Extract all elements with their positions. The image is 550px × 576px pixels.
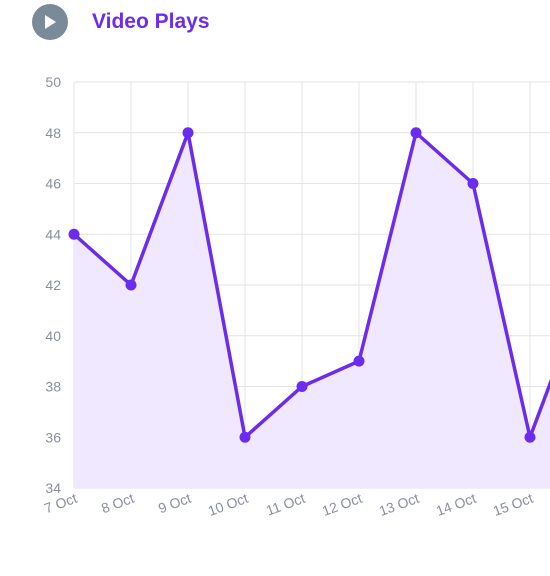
x-tick-label: 13 Oct	[377, 490, 421, 519]
data-point	[353, 355, 365, 367]
series-area	[74, 132, 550, 488]
x-tick-label: 8 Oct	[99, 490, 136, 517]
y-tick-label: 44	[45, 226, 61, 242]
data-point	[182, 127, 194, 139]
data-point	[125, 279, 137, 291]
data-point	[239, 431, 251, 443]
x-tick-label: 10 Oct	[206, 490, 250, 519]
x-tick-label: 16 Oct	[548, 490, 550, 519]
data-point	[524, 431, 536, 443]
y-tick-label: 46	[45, 176, 61, 192]
x-tick-label: 14 Oct	[434, 490, 478, 519]
series-line	[72, 131, 550, 439]
y-tick-label: 40	[45, 328, 61, 344]
data-point	[296, 381, 308, 392]
data-point	[467, 178, 479, 189]
x-tick-label: 15 Oct	[491, 490, 535, 519]
y-tick-label: 50	[45, 74, 61, 90]
x-tick-label: 12 Oct	[320, 490, 364, 519]
y-tick-label: 38	[45, 379, 61, 395]
data-point	[68, 228, 80, 240]
y-tick-label: 42	[45, 277, 61, 293]
data-point	[410, 127, 422, 139]
play-icon[interactable]	[32, 4, 68, 40]
x-tick-label: 11 Oct	[264, 490, 307, 519]
chart-title: Video Plays	[92, 10, 210, 33]
y-tick-label: 48	[45, 125, 61, 141]
chart-header: Video Plays	[32, 4, 210, 40]
x-tick-label: 9 Oct	[156, 490, 193, 517]
y-tick-label: 34	[45, 480, 61, 496]
y-tick-label: 36	[45, 429, 61, 445]
